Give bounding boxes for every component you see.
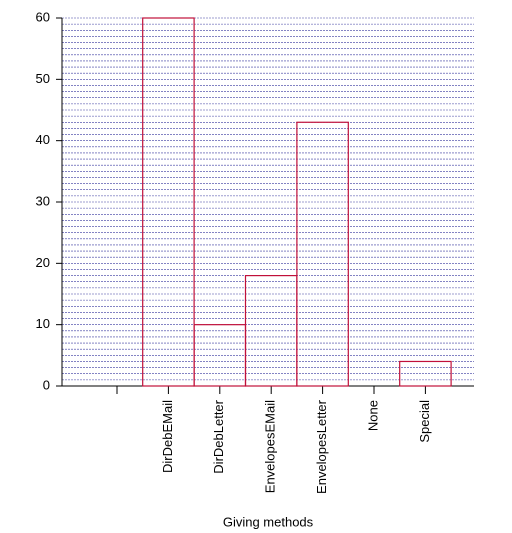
y-tick-label: 40 <box>36 132 50 147</box>
x-tick-label: DirDebLetter <box>211 399 226 473</box>
x-tick-label: EnvelopesEMail <box>263 400 278 493</box>
y-tick-label: 20 <box>36 255 50 270</box>
y-tick-label: 30 <box>36 193 50 208</box>
x-tick-label: None <box>365 400 380 431</box>
x-axis-label: Giving methods <box>223 514 314 529</box>
y-tick-label: 10 <box>36 316 50 331</box>
y-tick-label: 60 <box>36 9 50 24</box>
bar <box>142 17 195 387</box>
y-tick-label: 50 <box>36 71 50 86</box>
bar <box>399 360 452 387</box>
bar <box>296 121 349 387</box>
y-tick-label: 0 <box>43 377 50 392</box>
x-tick-label: Special <box>417 400 432 443</box>
x-tick-label: EnvelopesLetter <box>314 399 329 494</box>
x-tick-label: DirDebEMail <box>160 400 175 473</box>
bar <box>244 275 298 387</box>
